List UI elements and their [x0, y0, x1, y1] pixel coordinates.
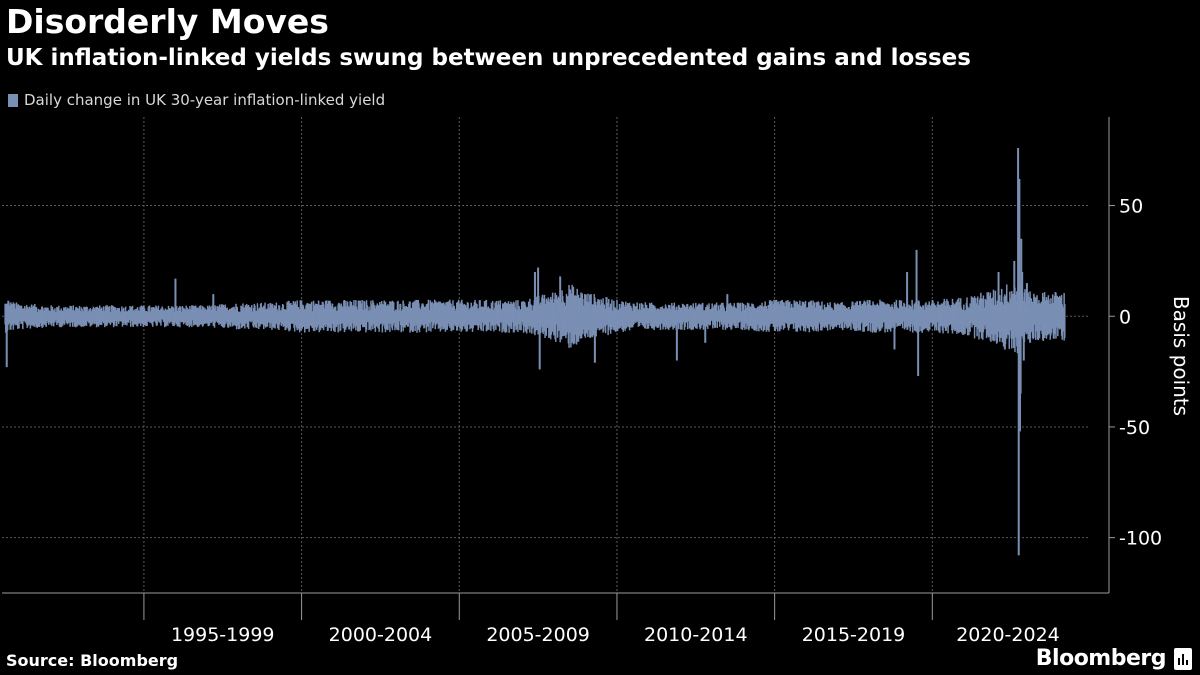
- source-note: Source: Bloomberg: [6, 651, 179, 670]
- y-tick-label: 50: [1119, 196, 1143, 218]
- x-tick-label: 2005-2009: [486, 624, 590, 646]
- y-axis-label: Basis points: [1169, 296, 1193, 416]
- chart-title: Disorderly Moves: [6, 2, 329, 41]
- bars: [4, 147, 1066, 556]
- legend: Daily change in UK 30-year inflation-lin…: [8, 91, 385, 109]
- chart-subtitle: UK inflation-linked yields swung between…: [6, 45, 971, 71]
- y-tick-label: 0: [1119, 306, 1131, 328]
- y-tick-label: -50: [1119, 417, 1150, 439]
- bloomberg-badge-icon: [1174, 648, 1192, 670]
- legend-swatch: [8, 93, 18, 107]
- x-tick-label: 2010-2014: [644, 624, 748, 646]
- x-tick-label: 1995-1999: [171, 624, 275, 646]
- x-tick-label: 2020-2024: [956, 624, 1060, 646]
- x-tick-label: 2015-2019: [802, 624, 906, 646]
- y-tick-label: -100: [1119, 528, 1162, 550]
- x-ticks: 1995-1999 2000-2004 2005-2009 2010-2014 2015…: [143, 593, 1060, 646]
- y-ticks: 50 0 -50 -100: [1109, 196, 1162, 550]
- grid: [2, 117, 1090, 593]
- axes: [2, 117, 1110, 594]
- brand-logo: Bloomberg: [1035, 646, 1167, 671]
- legend-label: Daily change in UK 30-year inflation-lin…: [24, 91, 386, 109]
- x-tick-label: 2000-2004: [329, 624, 433, 646]
